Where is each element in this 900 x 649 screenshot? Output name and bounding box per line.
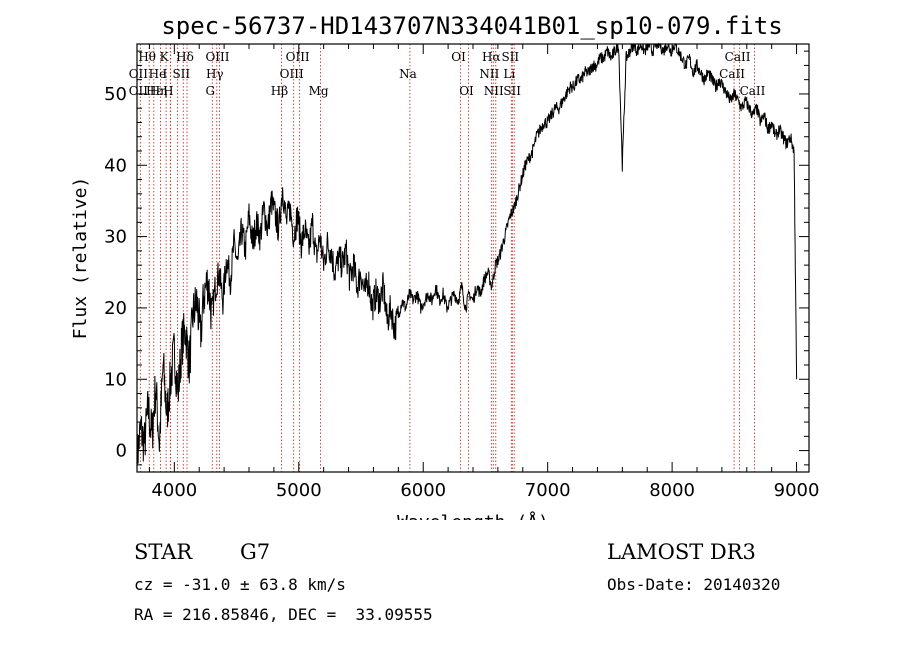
- line-label: Hγ: [206, 67, 224, 81]
- line-label: OII: [129, 67, 149, 81]
- coordinates: RA = 216.85846, DEC = 33.09555: [134, 605, 433, 624]
- x-tick-label: 5000: [276, 480, 322, 501]
- line-label: Hα: [482, 50, 501, 64]
- plot-area: [136, 42, 798, 473]
- line-label: Hθ: [138, 50, 156, 64]
- line-label: CaII: [740, 84, 766, 98]
- redshift-cz: cz = -31.0 ± 63.8 km/s: [134, 575, 346, 594]
- object-class: STAR: [134, 540, 193, 564]
- survey-name: LAMOST DR3: [607, 540, 756, 564]
- flux-series-line: [136, 42, 798, 473]
- x-tick-label: 9000: [774, 480, 820, 501]
- y-tick-label: 40: [104, 155, 127, 176]
- line-label: SII: [503, 84, 521, 98]
- line-label: SII: [172, 67, 190, 81]
- line-label: Na: [399, 67, 417, 81]
- line-label: Li: [503, 67, 515, 81]
- y-tick-label: 0: [116, 441, 127, 462]
- y-axis-label: Flux (relative): [70, 177, 91, 340]
- line-markers: [139, 44, 755, 472]
- y-tick-label: 50: [104, 84, 127, 105]
- line-label: Mg: [309, 84, 329, 98]
- line-label: He: [149, 67, 167, 81]
- y-tick-label: 30: [104, 227, 127, 248]
- line-label: H: [163, 84, 173, 98]
- x-tick-label: 8000: [649, 480, 695, 501]
- axis-ticks: 4000 5000 6000 7000 8000 9000 0 10 20 30 40 50: [104, 44, 819, 501]
- line-label: CaII: [719, 67, 745, 81]
- line-label: OIII: [286, 50, 310, 64]
- chart-title: spec-56737-HD143707N334041B01_sp10-079.f…: [161, 12, 782, 40]
- line-label: OII: [129, 84, 149, 98]
- line-label: Hδ: [176, 50, 194, 64]
- line-label: OI: [459, 84, 474, 98]
- line-label: Hε: [146, 84, 163, 98]
- spectrum-chart: spec-56737-HD143707N334041B01_sp10-079.f…: [70, 12, 819, 520]
- object-subclass: G7: [240, 540, 271, 564]
- observation-date: Obs-Date: 20140320: [607, 575, 781, 594]
- line-label: SII: [501, 50, 519, 64]
- line-label: NII: [479, 67, 499, 81]
- line-label: NII: [484, 84, 504, 98]
- line-label: I: [162, 67, 167, 81]
- line-label: CaII: [725, 50, 751, 64]
- line-label: G: [205, 84, 215, 98]
- x-tick-label: 6000: [400, 480, 446, 501]
- line-label: Hβ: [271, 84, 288, 98]
- x-tick-label: 7000: [525, 480, 571, 501]
- line-label: OIII: [280, 67, 304, 81]
- x-axis-label: Wavelength (Å): [397, 511, 549, 520]
- y-tick-label: 10: [104, 369, 127, 390]
- line-label: K: [160, 50, 170, 64]
- line-label: Hη: [150, 84, 168, 98]
- y-tick-label: 20: [104, 298, 127, 319]
- x-tick-label: 4000: [151, 480, 197, 501]
- line-label: OIII: [205, 50, 229, 64]
- line-label: OI: [451, 50, 466, 64]
